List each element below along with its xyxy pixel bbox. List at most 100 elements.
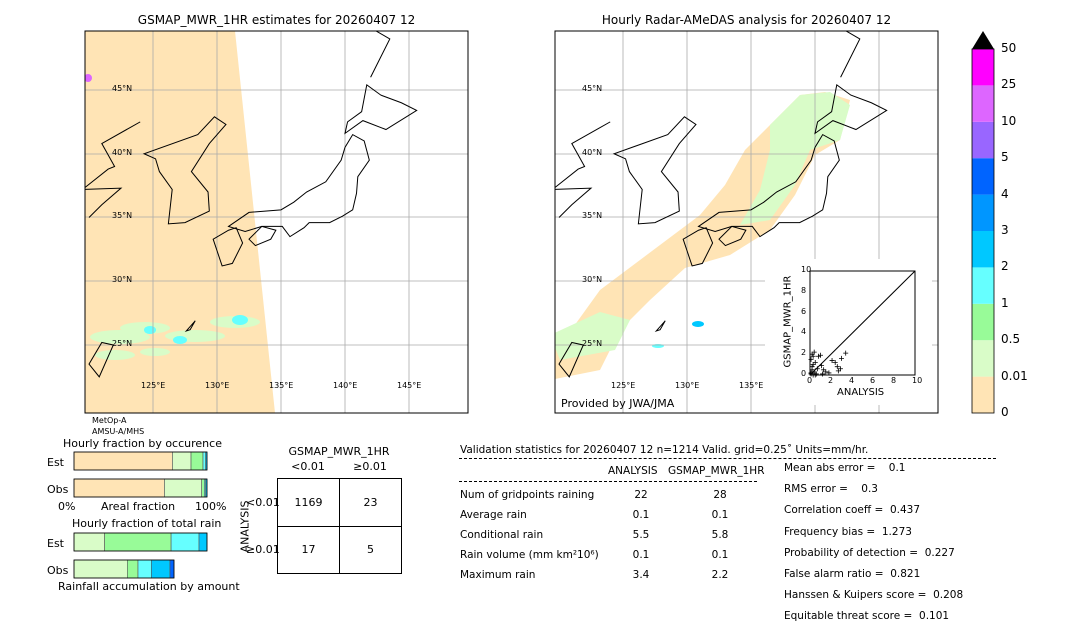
score-line: Probability of detection = 0.227	[784, 546, 955, 559]
stats-col-analysis: ANALYSIS	[608, 465, 658, 477]
lon-label: 125°E	[141, 381, 166, 390]
rain-est-label: Est	[47, 537, 64, 550]
fraction-bar-segment	[201, 478, 205, 498]
y-tick: 2	[801, 348, 807, 358]
rain-fraction-title: Hourly fraction of total rain	[72, 517, 222, 530]
score-line: Hanssen & Kuipers score = 0.208	[784, 589, 964, 602]
stat-value: 0.1	[711, 509, 729, 521]
x-tick: 2	[828, 376, 834, 385]
score-line: Equitable threat score = 0.101	[784, 610, 950, 622]
colorbar-label: 2	[1001, 259, 1009, 274]
table-title: GSMAP_MWR_1HR	[288, 445, 390, 458]
fraction-bar-segment	[73, 532, 105, 552]
scatter-point	[814, 366, 820, 372]
sensor-name-1: MetOp-A	[92, 416, 127, 425]
colorbar-label: 0.5	[1001, 332, 1021, 347]
y-tick: 0	[801, 369, 807, 378]
fraction-bar-segment	[104, 532, 172, 552]
right-map-title: Hourly Radar-AMeDAS analysis for 2026040…	[601, 13, 892, 27]
lat-label: 30°N	[112, 275, 133, 284]
colorbar-band	[972, 85, 994, 122]
fraction-bar-segment	[151, 559, 171, 579]
credit: Provided by JWA/JMA	[561, 397, 675, 410]
lon-label: 125°E	[611, 381, 636, 390]
sensor-name-2: AMSU-A/MHS	[92, 427, 145, 436]
colorbar-label: 10	[1001, 113, 1017, 128]
score-line: Correlation coeff = 0.437	[784, 504, 920, 517]
score-line: Mean abs error = 0.1	[784, 462, 906, 474]
scatter-point	[835, 368, 841, 374]
table-col-2: ≥0.01	[353, 460, 387, 473]
colorbar-label: 3	[1001, 223, 1009, 237]
lat-label: 30°N	[582, 275, 603, 284]
scatter-plot	[808, 270, 916, 378]
occ-obs-label: Obs	[47, 483, 69, 496]
cell-hit: 5	[367, 543, 374, 556]
score-line: Frequency bias = 1.273	[784, 525, 912, 538]
table-col-1: <0.01	[291, 460, 325, 473]
stat-value: 0.1	[632, 549, 650, 561]
fraction-bar-segment	[73, 451, 173, 471]
scatter-point	[808, 371, 814, 377]
colorbar-band	[972, 340, 994, 377]
table-row-1: <0.01	[246, 496, 280, 509]
fraction-bar-segment	[127, 559, 139, 579]
colorbar-label: 1	[1001, 295, 1009, 310]
colorbar-band	[972, 376, 994, 413]
y-tick: 4	[801, 327, 807, 337]
fraction-bar-segment	[164, 478, 202, 498]
colorbar-label: 25	[1001, 77, 1017, 92]
stat-value: 28	[713, 489, 727, 501]
scatter-point	[823, 369, 829, 375]
lon-label: 145°E	[397, 381, 422, 390]
colorbar-extend-arrow	[972, 31, 994, 49]
scatter-point	[820, 371, 826, 377]
cell-hit-none: 1169	[294, 496, 323, 509]
lat-label: 35°N	[112, 211, 133, 220]
scatter-point	[809, 351, 815, 357]
stat-value: 5.8	[711, 529, 729, 541]
fraction-bar-segment	[172, 451, 192, 471]
stat-label: Conditional rain	[460, 529, 544, 541]
scatter-xlabel: ANALYSIS	[837, 387, 885, 398]
occ-xlabel: Areal fraction	[101, 500, 176, 513]
fraction-bar-segment	[73, 478, 165, 498]
stat-label: Average rain	[460, 509, 527, 521]
scatter-point	[811, 349, 817, 355]
scatter-point	[811, 369, 817, 375]
fraction-bar-segment	[190, 451, 204, 471]
rain-obs-label: Obs	[47, 564, 69, 577]
fraction-bar-segment	[202, 451, 206, 471]
cell-false-alarm: 23	[363, 496, 378, 509]
one-to-one-line	[809, 270, 916, 376]
lon-label: 140°E	[333, 381, 358, 390]
table-row-2: ≥0.01	[246, 543, 280, 556]
colorbar-band	[972, 303, 994, 341]
scatter-point	[832, 360, 838, 366]
colorbar-label: 4	[1001, 186, 1009, 201]
lat-label: 35°N	[582, 211, 603, 220]
scatter-point	[826, 370, 832, 376]
scatter-point	[809, 364, 815, 370]
x-tick: 4	[849, 376, 855, 385]
lat-label: 45°N	[112, 84, 133, 93]
scatter-point	[843, 350, 849, 356]
lat-label: 25°N	[112, 339, 133, 348]
scatter-point	[812, 372, 818, 378]
stats-col-gsmap: GSMAP_MWR_1HR	[668, 465, 765, 477]
x-tick: 10	[912, 376, 923, 385]
scatter-point	[812, 360, 818, 366]
colorbar-band	[972, 267, 994, 304]
contingency-table: 1169 23 17 5	[277, 478, 402, 574]
stats-header: Validation statistics for 20260407 12 n=…	[460, 444, 869, 456]
lat-label: 40°N	[582, 148, 603, 157]
colorbar-label: 5	[1001, 150, 1009, 165]
y-tick: 10	[801, 265, 812, 274]
rain-xlabel: Rainfall accumulation by amount	[58, 580, 240, 593]
occ-tick-0: 0%	[58, 500, 76, 513]
occ-est-label: Est	[47, 456, 64, 469]
scatter-point	[839, 355, 844, 361]
occurrence-title: Hourly fraction by occurence	[63, 437, 222, 450]
stat-label: Num of gridpoints raining	[460, 489, 595, 501]
